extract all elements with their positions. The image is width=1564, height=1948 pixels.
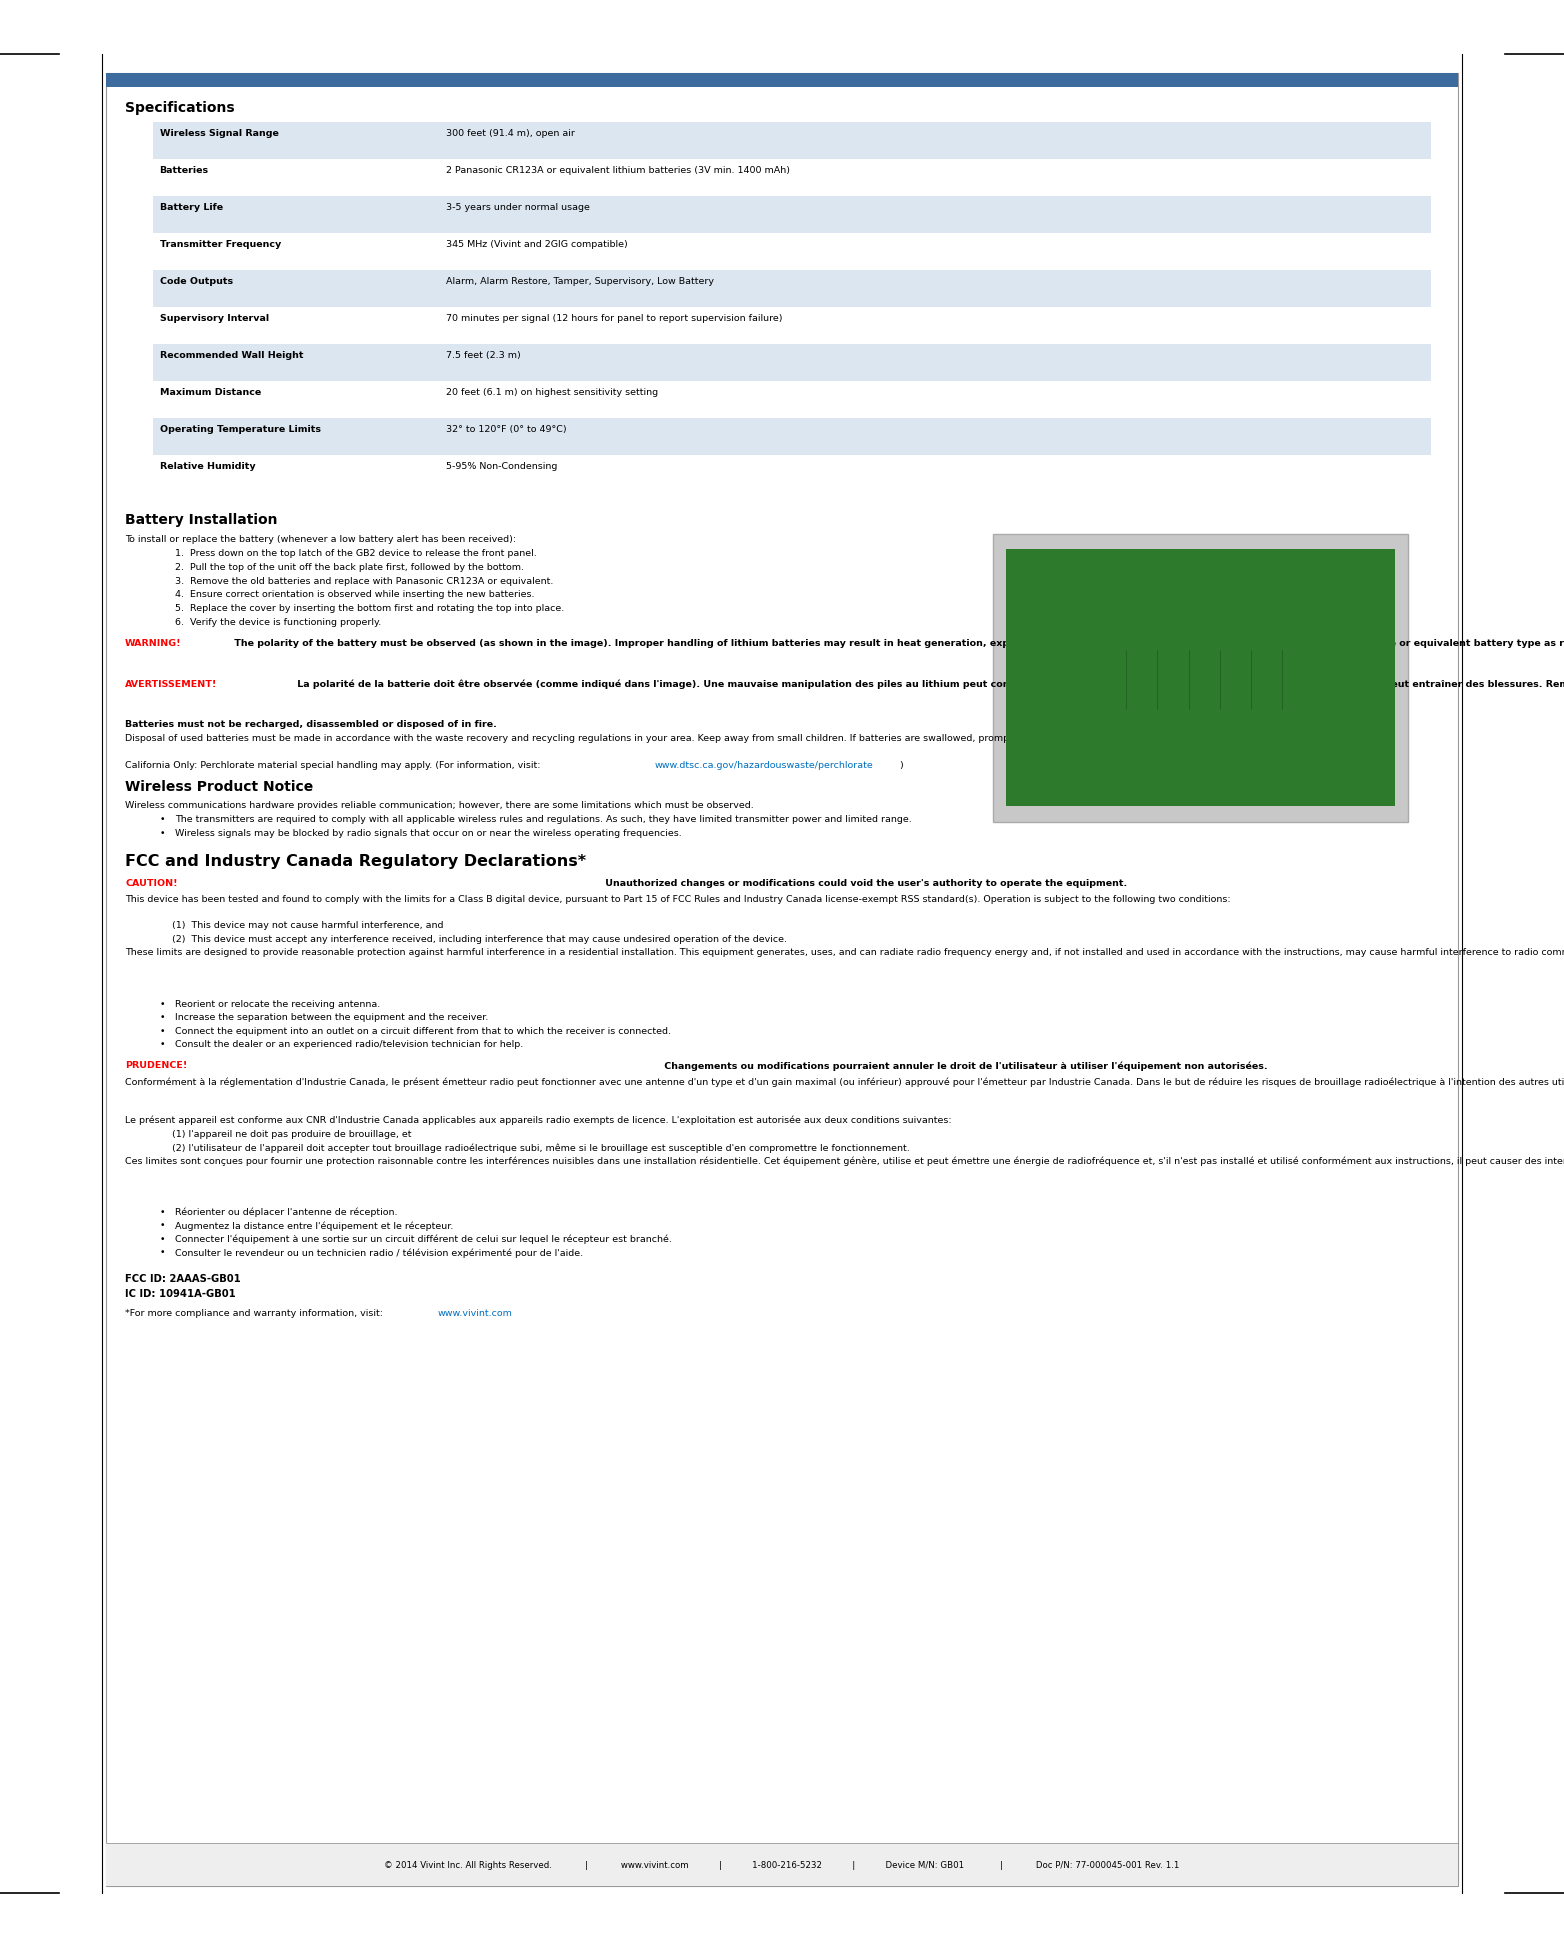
Text: 3-5 years under normal usage: 3-5 years under normal usage bbox=[446, 203, 590, 212]
Text: •: • bbox=[160, 1027, 166, 1034]
Text: Batteries must not be recharged, disassembled or disposed of in fire.: Batteries must not be recharged, disasse… bbox=[125, 721, 497, 729]
Text: Wireless Signal Range: Wireless Signal Range bbox=[160, 129, 278, 138]
Text: The transmitters are required to comply with all applicable wireless rules and r: The transmitters are required to comply … bbox=[175, 814, 912, 824]
Text: 2.  Pull the top of the unit off the back plate first, followed by the bottom.: 2. Pull the top of the unit off the back… bbox=[175, 563, 524, 571]
Text: •: • bbox=[160, 1208, 166, 1216]
Text: 2 Panasonic CR123A or equivalent lithium batteries (3V min. 1400 mAh): 2 Panasonic CR123A or equivalent lithium… bbox=[446, 166, 790, 175]
Text: Le présent appareil est conforme aux CNR d'Industrie Canada applicables aux appa: Le présent appareil est conforme aux CNR… bbox=[125, 1116, 952, 1124]
Text: Changements ou modifications pourraient annuler le droit de l'utilisateur à util: Changements ou modifications pourraient … bbox=[662, 1062, 1268, 1069]
Text: 20 feet (6.1 m) on highest sensitivity setting: 20 feet (6.1 m) on highest sensitivity s… bbox=[446, 388, 658, 397]
Text: To install or replace the battery (whenever a low battery alert has been receive: To install or replace the battery (whene… bbox=[125, 534, 516, 543]
Text: •: • bbox=[160, 828, 166, 838]
Text: Réorienter ou déplacer l'antenne de réception.: Réorienter ou déplacer l'antenne de réce… bbox=[175, 1208, 397, 1218]
Text: 300 feet (91.4 m), open air: 300 feet (91.4 m), open air bbox=[446, 129, 574, 138]
Text: www.vivint.com: www.vivint.com bbox=[438, 1309, 513, 1317]
Text: Connecter l'équipement à une sortie sur un circuit différent de celui sur lequel: Connecter l'équipement à une sortie sur … bbox=[175, 1235, 673, 1245]
Bar bbox=[106, 74, 1458, 88]
Text: Battery Installation: Battery Installation bbox=[125, 512, 278, 526]
Text: Augmentez la distance entre l'équipement et le récepteur.: Augmentez la distance entre l'équipement… bbox=[175, 1221, 454, 1231]
Text: Wireless communications hardware provides reliable communication; however, there: Wireless communications hardware provide… bbox=[125, 801, 754, 810]
Text: Wireless Product Notice: Wireless Product Notice bbox=[125, 779, 313, 795]
Text: The polarity of the battery must be observed (as shown in the image). Improper h: The polarity of the battery must be obse… bbox=[231, 639, 1564, 649]
Text: Conformément à la réglementation d'Industrie Canada, le présent émetteur radio p: Conformément à la réglementation d'Indus… bbox=[125, 1077, 1564, 1087]
Text: Reorient or relocate the receiving antenna.: Reorient or relocate the receiving anten… bbox=[175, 999, 380, 1009]
Text: Consulter le revendeur ou un technicien radio / télévision expérimenté pour de l: Consulter le revendeur ou un technicien … bbox=[175, 1249, 583, 1256]
Text: •: • bbox=[160, 1013, 166, 1021]
Text: 5-95% Non-Condensing: 5-95% Non-Condensing bbox=[446, 462, 557, 471]
Text: FCC ID: 2AAAS-GB01: FCC ID: 2AAAS-GB01 bbox=[125, 1272, 241, 1284]
Text: Unauthorized changes or modifications could void the user's authority to operate: Unauthorized changes or modifications co… bbox=[602, 879, 1126, 888]
Text: 4.  Ensure correct orientation is observed while inserting the new batteries.: 4. Ensure correct orientation is observe… bbox=[175, 590, 535, 600]
Text: © 2014 Vivint Inc. All Rights Reserved.            |            www.vivint.com  : © 2014 Vivint Inc. All Rights Reserved. … bbox=[385, 1860, 1179, 1868]
Text: 7.5 feet (2.3 m): 7.5 feet (2.3 m) bbox=[446, 351, 521, 360]
Text: These limits are designed to provide reasonable protection against harmful inter: These limits are designed to provide rea… bbox=[125, 949, 1564, 956]
Text: FCC and Industry Canada Regulatory Declarations*: FCC and Industry Canada Regulatory Decla… bbox=[125, 853, 586, 869]
Text: 1.  Press down on the top latch of the GB2 device to release the front panel.: 1. Press down on the top latch of the GB… bbox=[175, 549, 536, 557]
Text: La polarité de la batterie doit être observée (comme indiqué dans l'image). Une : La polarité de la batterie doit être obs… bbox=[294, 680, 1564, 690]
Bar bbox=[993, 534, 1408, 822]
Text: 3.  Remove the old batteries and replace with Panasonic CR123A or equivalent.: 3. Remove the old batteries and replace … bbox=[175, 577, 554, 586]
Text: (1) l'appareil ne doit pas produire de brouillage, et: (1) l'appareil ne doit pas produire de b… bbox=[172, 1130, 411, 1138]
Text: Code Outputs: Code Outputs bbox=[160, 277, 233, 286]
Text: Operating Temperature Limits: Operating Temperature Limits bbox=[160, 425, 321, 434]
Text: Transmitter Frequency: Transmitter Frequency bbox=[160, 240, 282, 249]
Bar bbox=[153, 308, 1431, 345]
Text: Consult the dealer or an experienced radio/television technician for help.: Consult the dealer or an experienced rad… bbox=[175, 1040, 524, 1048]
Bar bbox=[153, 419, 1431, 456]
Text: Recommended Wall Height: Recommended Wall Height bbox=[160, 351, 303, 360]
Bar bbox=[106, 74, 1458, 1886]
Bar bbox=[153, 456, 1431, 493]
Text: Increase the separation between the equipment and the receiver.: Increase the separation between the equi… bbox=[175, 1013, 488, 1021]
Text: •: • bbox=[160, 999, 166, 1009]
Text: Supervisory Interval: Supervisory Interval bbox=[160, 314, 269, 323]
Text: 6.  Verify the device is functioning properly.: 6. Verify the device is functioning prop… bbox=[175, 618, 382, 627]
Bar bbox=[153, 271, 1431, 308]
Bar bbox=[153, 197, 1431, 234]
Text: Batteries: Batteries bbox=[160, 166, 208, 175]
Text: Disposal of used batteries must be made in accordance with the waste recovery an: Disposal of used batteries must be made … bbox=[125, 734, 1085, 742]
Text: CAUTION!: CAUTION! bbox=[125, 879, 178, 888]
Text: •: • bbox=[160, 814, 166, 824]
Text: (2)  This device must accept any interference received, including interference t: (2) This device must accept any interfer… bbox=[172, 935, 787, 943]
Text: Battery Life: Battery Life bbox=[160, 203, 222, 212]
Text: California Only: Perchlorate material special handling may apply. (For informati: California Only: Perchlorate material sp… bbox=[125, 762, 544, 769]
Text: PRUDENCE!: PRUDENCE! bbox=[125, 1062, 188, 1069]
Text: Maximum Distance: Maximum Distance bbox=[160, 388, 261, 397]
Text: •: • bbox=[160, 1040, 166, 1048]
Bar bbox=[153, 234, 1431, 271]
Text: •: • bbox=[160, 1221, 166, 1229]
Text: IC ID: 10941A-GB01: IC ID: 10941A-GB01 bbox=[125, 1288, 236, 1299]
Bar bbox=[153, 160, 1431, 197]
Text: 5.  Replace the cover by inserting the bottom first and rotating the top into pl: 5. Replace the cover by inserting the bo… bbox=[175, 604, 565, 614]
Bar bbox=[106, 1843, 1458, 1886]
Bar bbox=[153, 123, 1431, 160]
Text: 345 MHz (Vivint and 2GIG compatible): 345 MHz (Vivint and 2GIG compatible) bbox=[446, 240, 627, 249]
Text: (2) l'utilisateur de l'appareil doit accepter tout brouillage radioélectrique su: (2) l'utilisateur de l'appareil doit acc… bbox=[172, 1142, 910, 1151]
Text: Relative Humidity: Relative Humidity bbox=[160, 462, 255, 471]
Text: AVERTISSEMENT!: AVERTISSEMENT! bbox=[125, 680, 217, 688]
Text: ): ) bbox=[899, 762, 902, 769]
Text: (1)  This device may not cause harmful interference, and: (1) This device may not cause harmful in… bbox=[172, 921, 444, 929]
Text: Specifications: Specifications bbox=[125, 101, 235, 115]
Text: Wireless signals may be blocked by radio signals that occur on or near the wirel: Wireless signals may be blocked by radio… bbox=[175, 828, 682, 838]
Text: This device has been tested and found to comply with the limits for a Class B di: This device has been tested and found to… bbox=[125, 894, 1231, 904]
Text: 70 minutes per signal (12 hours for panel to report supervision failure): 70 minutes per signal (12 hours for pane… bbox=[446, 314, 782, 323]
Text: Alarm, Alarm Restore, Tamper, Supervisory, Low Battery: Alarm, Alarm Restore, Tamper, Supervisor… bbox=[446, 277, 713, 286]
Text: *For more compliance and warranty information, visit:: *For more compliance and warranty inform… bbox=[125, 1309, 386, 1317]
Text: WARNING!: WARNING! bbox=[125, 639, 181, 649]
Bar bbox=[153, 345, 1431, 382]
Text: www.dtsc.ca.gov/hazardouswaste/perchlorate: www.dtsc.ca.gov/hazardouswaste/perchlora… bbox=[655, 762, 873, 769]
Text: Connect the equipment into an outlet on a circuit different from that to which t: Connect the equipment into an outlet on … bbox=[175, 1027, 671, 1034]
Bar bbox=[153, 382, 1431, 419]
Text: •: • bbox=[160, 1249, 166, 1256]
Text: •: • bbox=[160, 1235, 166, 1243]
Bar bbox=[1006, 549, 1395, 806]
Text: 32° to 120°F (0° to 49°C): 32° to 120°F (0° to 49°C) bbox=[446, 425, 566, 434]
Text: Ces limites sont conçues pour fournir une protection raisonnable contre les inte: Ces limites sont conçues pour fournir un… bbox=[125, 1155, 1564, 1165]
